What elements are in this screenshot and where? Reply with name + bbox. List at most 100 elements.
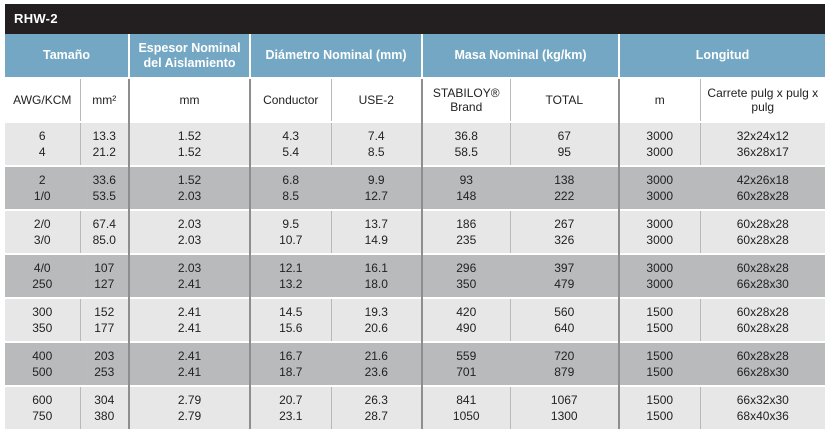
cell-carrete: 32x24x12 36x28x17 [699, 121, 826, 166]
cell-total: 267 326 [509, 209, 620, 254]
cell-mm2-value: 304 [94, 393, 115, 407]
cell-use2: 21.6 23.6 [330, 341, 422, 386]
cell-awg: 4/0 250 [5, 253, 80, 298]
cell-cond-value: 12.1 [279, 261, 303, 275]
cell-esp-value: 1.52 [177, 173, 202, 187]
cell-carrete-value: 60x28x28 [736, 189, 789, 203]
group-header-row: Tamaño Espesor Nominal del Aislamiento D… [5, 34, 826, 78]
cell-mm2-value: 203 [94, 349, 115, 363]
cell-cond: 6.8 8.5 [249, 165, 331, 210]
cell-use2-value: 19.3 [364, 305, 388, 319]
cell-total-value: 1067 [550, 393, 578, 407]
cell-esp-value: 2.03 [177, 217, 202, 231]
cell-stab-value: 148 [456, 189, 477, 203]
cell-total-value: 95 [557, 145, 571, 159]
cell-use2: 26.3 28.7 [330, 385, 422, 429]
cell-cond-value: 23.1 [279, 409, 303, 423]
cell-cond-value: 14.5 [279, 305, 303, 319]
cell-cond-value: 8.5 [282, 189, 300, 203]
cell-mm2-value: 107 [94, 261, 115, 275]
subheader-awg: AWG/KCM [5, 77, 80, 122]
cell-cond: 9.5 10.7 [249, 209, 331, 254]
cell-awg: 2 1/0 [5, 165, 80, 210]
cell-use2-value: 28.7 [364, 409, 388, 423]
cell-carrete-value: 66x28x30 [736, 277, 789, 291]
cell-cond-value: 15.6 [279, 321, 303, 335]
cell-stab: 841 1050 [421, 385, 510, 429]
cell-use2-value: 21.6 [364, 349, 388, 363]
cell-awg-value: 4 [38, 145, 46, 159]
cell-esp-value: 2.03 [177, 233, 202, 247]
cell-esp: 2.03 2.03 [128, 209, 250, 254]
cell-cond: 20.7 23.1 [249, 385, 331, 429]
cell-awg: 2/0 3/0 [5, 209, 80, 254]
cell-mm2-value: 177 [94, 321, 115, 335]
cell-mm2-value: 67.4 [92, 217, 116, 231]
cell-use2-value: 18.0 [364, 277, 388, 291]
cell-m-value: 1500 [646, 393, 674, 407]
cell-m-value: 3000 [646, 277, 674, 291]
cell-cond: 4.3 5.4 [249, 121, 331, 166]
cell-esp: 2.41 2.41 [128, 341, 250, 386]
header-tamano: Tamaño [5, 34, 130, 78]
cell-mm2-value: 33.6 [92, 173, 116, 187]
cell-carrete-value: 66x28x30 [736, 365, 789, 379]
cell-m: 3000 3000 [618, 121, 701, 166]
cell-stab-value: 1050 [452, 409, 480, 423]
cell-m: 1500 1500 [618, 297, 701, 342]
cell-carrete: 60x28x28 60x28x28 [699, 297, 826, 342]
cell-esp-value: 2.03 [177, 261, 202, 275]
cell-use2: 19.3 20.6 [330, 297, 422, 342]
cell-m-value: 1500 [646, 349, 674, 363]
cell-total-value: 222 [554, 189, 575, 203]
cell-stab: 36.8 58.5 [421, 121, 510, 166]
cell-carrete-value: 36x28x17 [736, 145, 789, 159]
table-row: 400 500 203 253 2.41 2.41 16.7 18.7 21.6 23.6… [5, 341, 826, 386]
table-title: RHW-2 [5, 4, 825, 34]
cell-carrete: 66x32x30 68x40x36 [699, 385, 826, 429]
subheader-carrete: Carrete pulg x pulg x pulg [699, 77, 826, 122]
cell-mm2-value: 21.2 [92, 145, 116, 159]
cell-stab: 186 235 [421, 209, 510, 254]
cell-esp: 2.41 2.41 [128, 297, 250, 342]
cell-m-value: 3000 [646, 217, 674, 231]
cell-awg-value: 350 [32, 321, 53, 335]
cell-cond-value: 10.7 [279, 233, 303, 247]
cell-m: 3000 3000 [618, 165, 701, 210]
cell-carrete: 60x28x28 66x28x30 [699, 253, 826, 298]
cell-esp-value: 2.41 [177, 349, 202, 363]
cell-total: 138 222 [509, 165, 620, 210]
cell-total-value: 879 [554, 365, 575, 379]
cell-mm2-value: 13.3 [92, 129, 116, 143]
cell-use2-value: 23.6 [364, 365, 388, 379]
cell-total: 397 479 [509, 253, 620, 298]
cell-stab-value: 296 [456, 261, 477, 275]
cell-use2-value: 14.9 [364, 233, 388, 247]
cell-cond: 12.1 13.2 [249, 253, 331, 298]
cell-stab: 559 701 [421, 341, 510, 386]
cell-total-value: 138 [554, 173, 575, 187]
cell-mm2: 33.6 53.5 [79, 165, 129, 210]
cell-mm2: 152 177 [79, 297, 129, 342]
table-row: 4/0 250 107 127 2.03 2.41 12.1 13.2 16.1 18.0… [5, 253, 826, 298]
cell-esp-value: 2.41 [177, 277, 202, 291]
cell-total-value: 397 [554, 261, 575, 275]
table-row: 600 750 304 380 2.79 2.79 20.7 23.1 26.3 28.7… [5, 385, 826, 429]
cell-cond-value: 18.7 [279, 365, 303, 379]
cell-m: 1500 1500 [618, 385, 701, 429]
cell-stab-value: 490 [456, 321, 477, 335]
cell-cond-value: 9.5 [282, 217, 300, 231]
cell-use2-value: 7.4 [367, 129, 385, 143]
cell-total: 67 95 [509, 121, 620, 166]
cell-mm2-value: 380 [94, 409, 115, 423]
cell-m-value: 3000 [646, 173, 674, 187]
cell-carrete-value: 68x40x36 [736, 409, 789, 423]
cell-carrete-value: 66x32x30 [736, 393, 789, 407]
cell-stab-value: 186 [456, 217, 477, 231]
cell-awg-value: 4/0 [33, 261, 51, 275]
cell-total: 720 879 [509, 341, 620, 386]
cell-esp-value: 1.52 [177, 129, 202, 143]
cell-m: 1500 1500 [618, 341, 701, 386]
cell-awg-value: 500 [32, 365, 53, 379]
